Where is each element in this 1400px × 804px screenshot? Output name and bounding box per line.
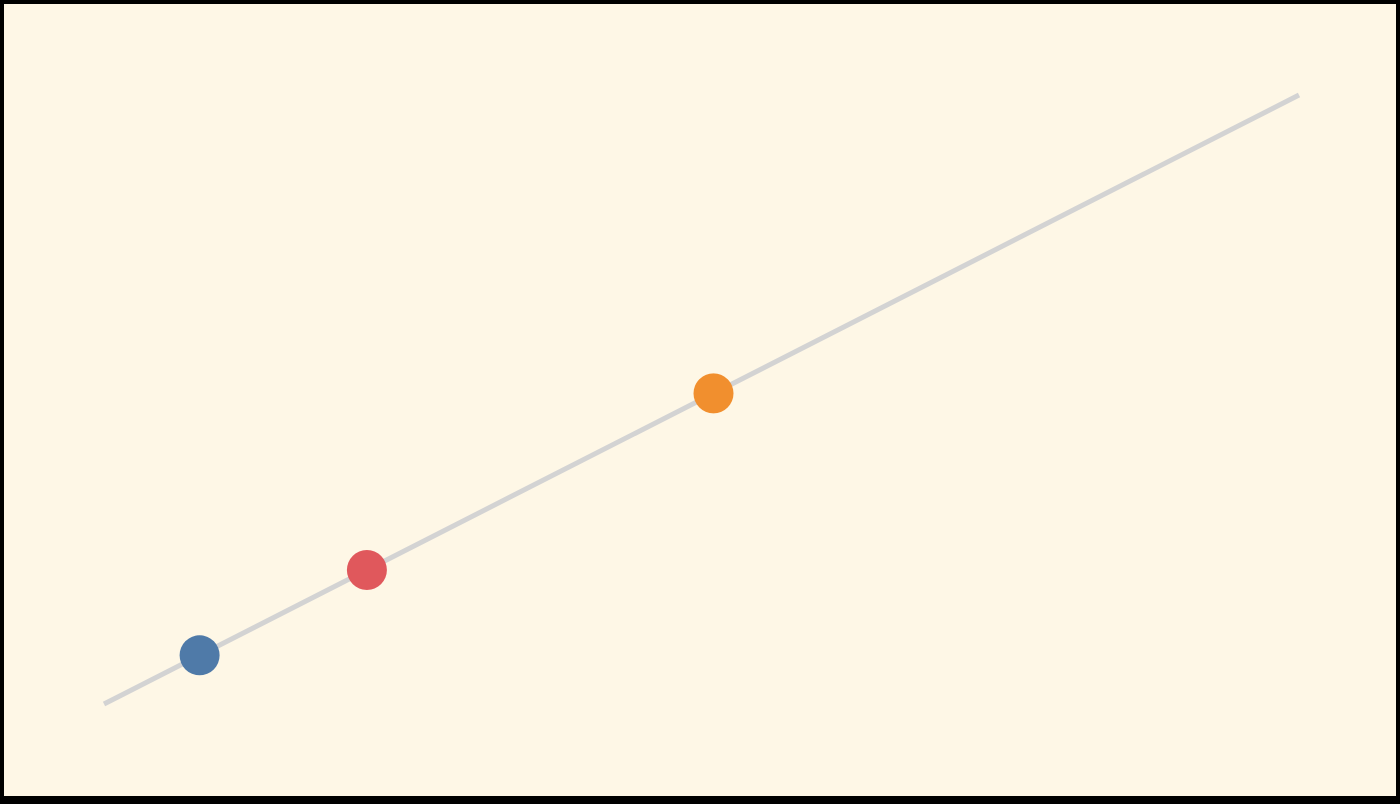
diagram-canvas [102, 92, 1301, 707]
points-layer [179, 373, 734, 676]
point-red [346, 550, 387, 590]
point-blue [179, 635, 220, 676]
point-orange [693, 373, 734, 414]
